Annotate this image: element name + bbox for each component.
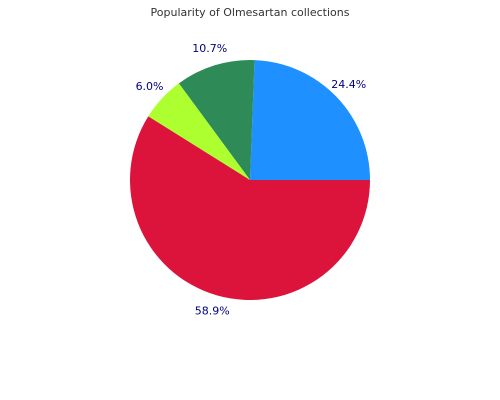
pie-slice: [178, 60, 255, 180]
slice-label: 58.9%: [195, 305, 230, 318]
pie-slice: [148, 83, 250, 180]
chart-title: Popularity of Olmesartan collections: [151, 6, 350, 19]
slice-label: 10.7%: [192, 42, 227, 55]
slice-label: 24.4%: [331, 78, 366, 91]
pie-slice: [250, 60, 370, 180]
pie-slice: [130, 116, 370, 301]
slice-label: 6.0%: [136, 80, 164, 93]
